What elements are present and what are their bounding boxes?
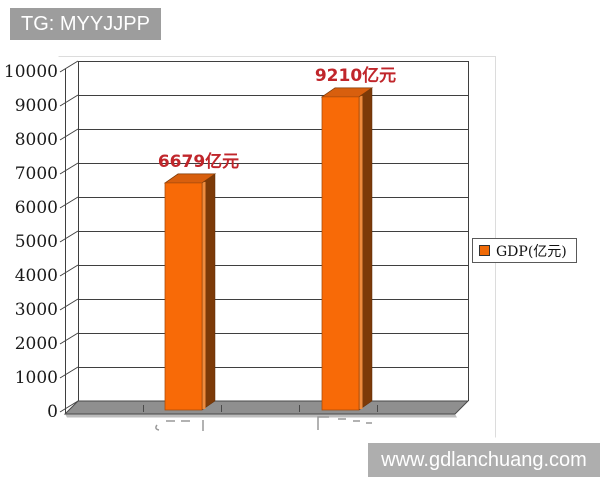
watermark-top-left: TG: MYYJJPP (10, 8, 161, 40)
y-tick-label: 3000 (15, 300, 58, 320)
y-axis-tick (59, 196, 79, 209)
floor-front-lip (65, 414, 457, 418)
watermark-bottom-right: www.gdlanchuang.com (368, 443, 600, 477)
plot-walls (59, 60, 469, 414)
y-axis-tick (59, 400, 79, 413)
x-label-fragment (317, 416, 329, 430)
y-axis-tick (59, 128, 79, 141)
bar-value-label: 6679亿元 (158, 151, 239, 172)
chart-legend: GDP(亿元) (472, 238, 577, 263)
x-axis-label-fragments (155, 416, 372, 431)
y-tick-label: 9000 (15, 96, 58, 116)
y-tick-label: 8000 (15, 130, 58, 150)
bar-front-face (321, 96, 360, 411)
legend-swatch-gdp (479, 245, 490, 256)
y-tick-label: 1000 (15, 368, 58, 388)
bar-value-label: 9210亿元 (315, 65, 396, 86)
y-tick-label: 2000 (15, 334, 58, 354)
y-axis-tick (59, 94, 79, 107)
y-tick-label: 6000 (15, 198, 58, 218)
floor-top (63, 400, 470, 415)
y-tick-label: 5000 (15, 232, 58, 252)
y-tick-label: 10000 (4, 62, 58, 82)
legend-label-gdp: GDP(亿元) (496, 243, 567, 260)
y-tick-label: 0 (47, 402, 58, 422)
y-axis-tick (59, 298, 79, 311)
chart-floor (63, 400, 470, 418)
y-tick-label: 7000 (15, 164, 58, 184)
y-axis-tick (59, 332, 79, 345)
plot-area-frame (58, 56, 496, 438)
y-tick-label: 4000 (15, 266, 58, 286)
bar-series-gdp (320, 87, 374, 411)
y-axis-tick (59, 162, 79, 175)
bar-series-gdp (163, 173, 217, 411)
x-label-fragment (155, 424, 160, 431)
bar-front-face (164, 182, 203, 411)
x-label-fragment (338, 418, 372, 424)
y-axis-tick (59, 230, 79, 243)
y-axis-tick (59, 264, 79, 277)
y-axis-tick (59, 60, 79, 73)
y-axis-tick (59, 366, 79, 379)
